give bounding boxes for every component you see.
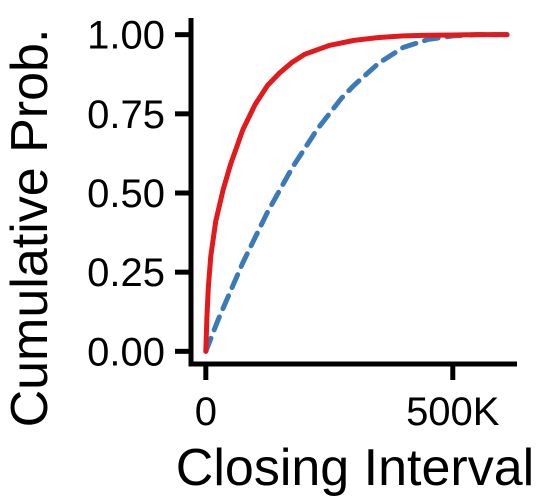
series-line-dashed xyxy=(203,32,510,354)
series-layer xyxy=(203,32,510,354)
y-tick-label: 0.50 xyxy=(87,172,165,216)
y-tick-label: 0.75 xyxy=(87,93,165,137)
x-axis-title: Closing Interval xyxy=(176,439,534,497)
y-tick-label: 1.00 xyxy=(87,14,165,58)
ticks-layer: 0.00 0.25 0.50 0.75 1.00 0 500K xyxy=(87,14,500,434)
x-tick-label: 500K xyxy=(406,390,500,434)
y-tick-label: 0.00 xyxy=(87,330,165,374)
series-line-solid xyxy=(203,32,510,354)
y-tick-label: 0.25 xyxy=(87,251,165,295)
axes-layer xyxy=(188,18,517,367)
x-tick-label: 0 xyxy=(195,390,217,434)
y-axis-title: Cumulative Prob. xyxy=(1,29,59,428)
